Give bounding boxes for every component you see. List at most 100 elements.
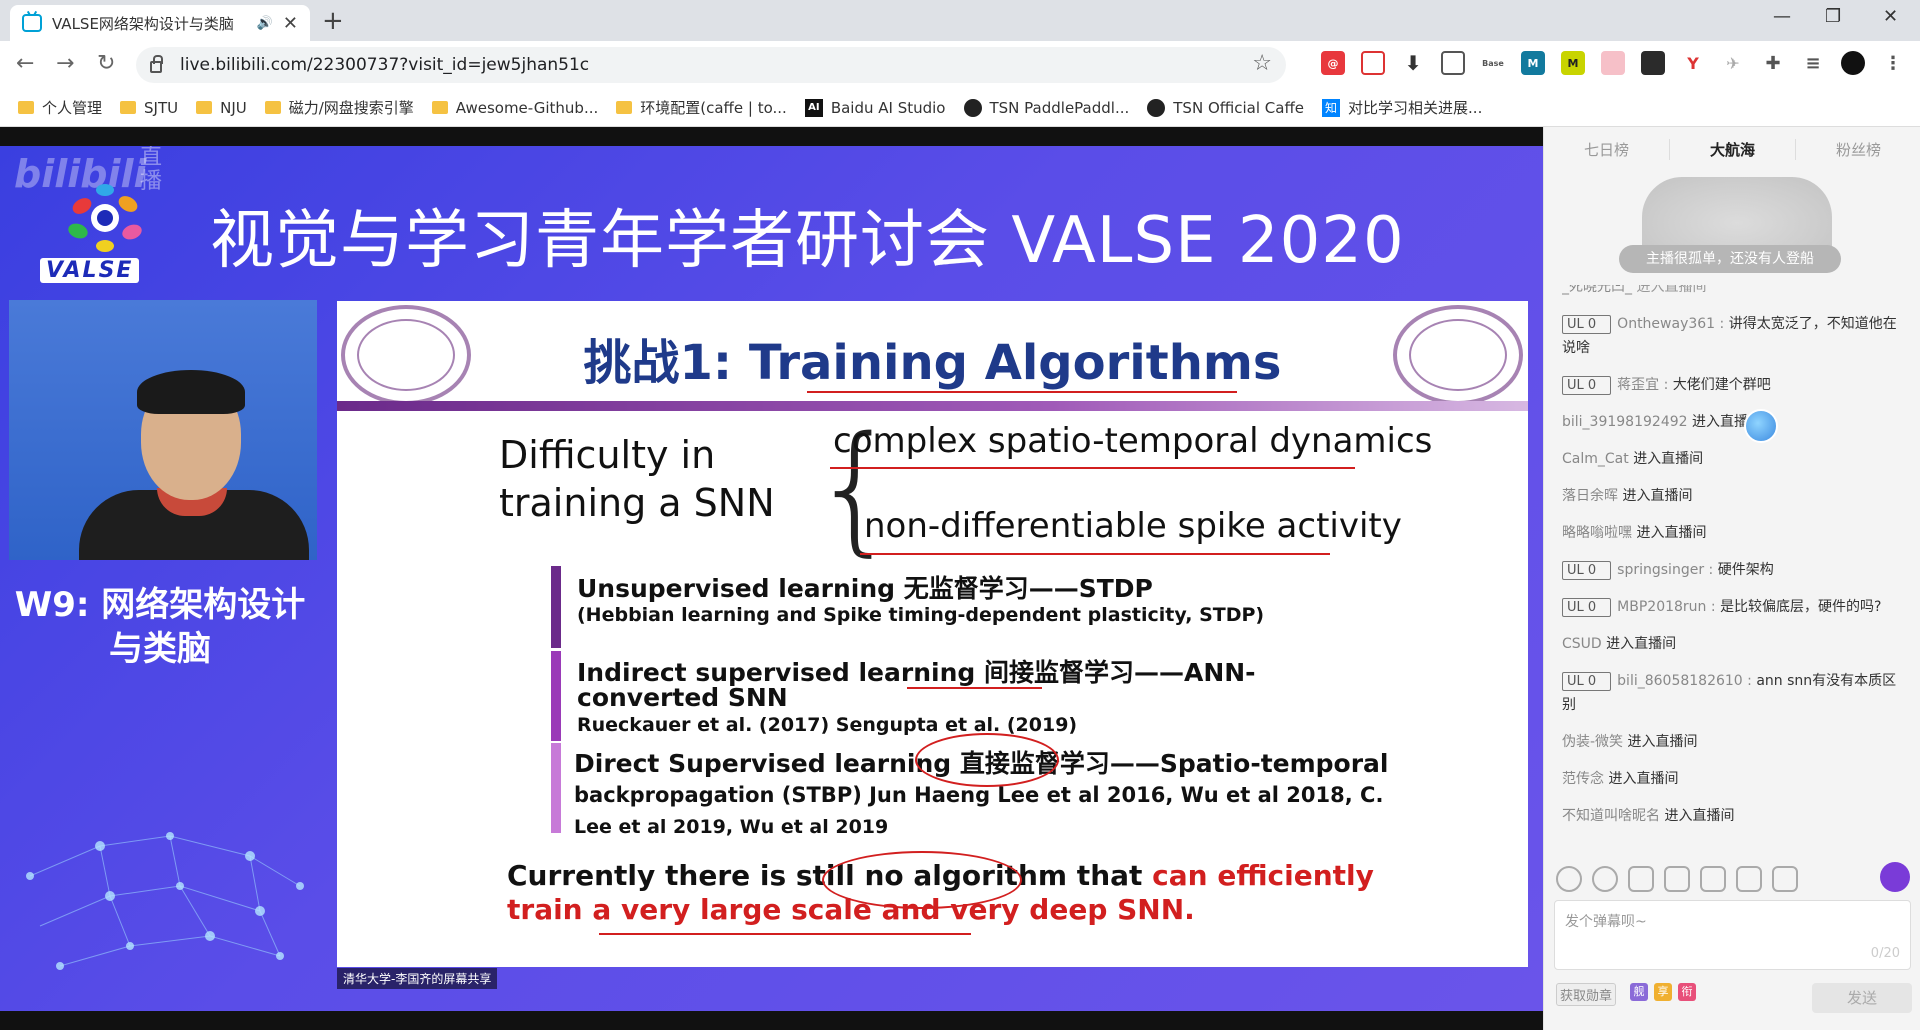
chat-user[interactable]: 不知道叫啥昵名 [1562, 808, 1660, 824]
chat-user[interactable]: _死晓光凹_ [1562, 285, 1632, 295]
live-watermark: 直播 [140, 146, 163, 194]
title-badge[interactable]: 衔 [1678, 983, 1696, 1001]
browser-tab[interactable]: VALSE网络架构设计与类脑 🔊 ✕ [10, 5, 310, 41]
slide-header-bar [337, 401, 1528, 411]
chat-content: 进入直播间 [1627, 734, 1698, 750]
screen-icon[interactable] [1664, 866, 1690, 892]
chat-content: 是比较偏底层，硬件的吗? [1720, 599, 1882, 615]
extension-adblock-icon[interactable] [1361, 51, 1385, 75]
chat-content: 进入直播间 [1608, 771, 1679, 787]
chat-content: 硬件架构 [1717, 562, 1774, 578]
chat-user[interactable]: 略略嗡啦嘿 [1562, 525, 1632, 541]
window-close-button[interactable]: ✕ [1883, 6, 1899, 27]
chat-user[interactable]: Calm_Cat [1562, 451, 1629, 467]
chat-user[interactable]: 落日余晖 [1562, 488, 1618, 504]
chat-message: 略略嗡啦嘿 进入直播间 [1562, 521, 1907, 545]
download-icon[interactable]: ⬇ [1401, 51, 1425, 75]
user-level-badge: UL 0 [1562, 376, 1612, 395]
difficulty-line2: training a SNN [499, 481, 775, 525]
captain-badge[interactable]: 舰 [1630, 983, 1648, 1001]
chat-user[interactable]: 范传念 [1562, 771, 1604, 787]
ai-studio-icon: AI [804, 98, 823, 117]
chat-toolbar [1556, 863, 1911, 895]
base64-icon[interactable]: Base [1481, 51, 1505, 75]
live-video-player[interactable]: bilibili 直播 VALSE 视觉与学习青年学者研讨会 VALSE 202… [0, 127, 1543, 1030]
danmaku-input[interactable]: 发个弹幕呗~ 0/20 [1554, 900, 1911, 970]
address-bar[interactable]: live.bilibili.com/22300737?visit_id=jew5… [136, 47, 1286, 83]
annotation-underline [830, 467, 1355, 469]
extension-bird-icon[interactable]: ✈ [1721, 51, 1745, 75]
branch-text-2: non-differentiable spike activity [864, 506, 1402, 546]
brace-glyph: { [811, 407, 901, 570]
chat-user[interactable]: Ontheway361 [1617, 316, 1716, 332]
speaker-icon[interactable]: 🔊 [256, 15, 273, 31]
extension-box-icon[interactable] [1441, 51, 1465, 75]
minimize-button[interactable]: — [1773, 6, 1791, 27]
palette-icon[interactable] [1592, 866, 1618, 892]
bookmarks-bar: 个人管理 SJTU NJU 磁力/网盘搜索引擎 Awesome-Github..… [0, 89, 1920, 127]
tab-bar: VALSE网络架构设计与类脑 🔊 ✕ + — ❐ ✕ [0, 0, 1920, 41]
chat-user[interactable]: CSUD [1562, 636, 1602, 652]
extension-dark-icon[interactable] [1641, 51, 1665, 75]
tab-fans-rank[interactable]: 粉丝榜 [1835, 140, 1881, 159]
extension-m-yellow-icon[interactable]: M [1561, 51, 1585, 75]
settings-screen-icon[interactable] [1772, 866, 1798, 892]
share-badge[interactable]: 享 [1654, 983, 1672, 1001]
extension-m-blue-icon[interactable]: M [1521, 51, 1545, 75]
chat-user[interactable]: MBP2018run [1617, 599, 1707, 615]
forward-button[interactable]: → [56, 51, 75, 76]
new-tab-button[interactable]: + [322, 6, 344, 36]
chat-user[interactable]: 蒋歪宜 [1617, 377, 1660, 393]
chat-content: 进入直播间 [1636, 285, 1707, 295]
send-button[interactable]: 发送 [1812, 983, 1912, 1013]
bookmark-star-icon[interactable]: ☆ [1252, 51, 1272, 76]
lock-icon[interactable] [150, 55, 163, 73]
danmaku-bubble-icon[interactable] [1880, 862, 1910, 892]
bookmark-label: 对比学习相关进展... [1348, 99, 1483, 117]
browser-toolbar: ← → ↻ live.bilibili.com/22300737?visit_i… [0, 41, 1920, 89]
sparkle-icon[interactable] [1628, 866, 1654, 892]
chat-message: 伪装-微笑 进入直播间 [1562, 730, 1907, 754]
back-button[interactable]: ← [16, 51, 35, 76]
bookmark-item[interactable]: Awesome-Github... [431, 99, 598, 117]
bookmark-item[interactable]: 环境配置(caffe | to... [616, 97, 787, 118]
emoji-icon[interactable] [1556, 866, 1582, 892]
bookmark-item[interactable]: 磁力/网盘搜索引擎 [264, 97, 414, 118]
item-bar [551, 743, 561, 833]
menu-kebab-icon[interactable]: ⋮ [1881, 51, 1905, 75]
branch-text-1: complex spatio-temporal dynamics [833, 421, 1433, 461]
slide-heading: 挑战1: Training Algorithms [337, 323, 1528, 393]
session-title-line2: 与类脑 [109, 629, 211, 669]
user-level-badge: UL 0 [1562, 561, 1612, 580]
reload-button[interactable]: ↻ [97, 51, 116, 76]
chat-user[interactable]: bili_86058182610 [1617, 673, 1743, 689]
extension-y-icon[interactable]: Y [1681, 51, 1705, 75]
video-frame: bilibili 直播 VALSE 视觉与学习青年学者研讨会 VALSE 202… [0, 146, 1543, 1011]
bookmark-item[interactable]: AI Baidu AI Studio [804, 98, 946, 117]
tab-guard-rank[interactable]: 大航海 [1670, 138, 1796, 160]
chat-content: ann snn有没有本质区别 [1562, 673, 1897, 713]
maximize-button[interactable]: ❐ [1825, 6, 1842, 27]
get-medal-button[interactable]: 获取勋章 [1556, 983, 1617, 1006]
extensions-puzzle-icon[interactable]: ✚ [1761, 51, 1785, 75]
bookmark-item[interactable]: SJTU [120, 99, 178, 117]
bookmark-item[interactable]: TSN PaddlePaddl... [963, 98, 1129, 117]
screen-share-icon[interactable] [1700, 866, 1726, 892]
extension-red-icon[interactable]: @ [1321, 51, 1345, 75]
edit-screen-icon[interactable] [1736, 866, 1762, 892]
bookmark-item[interactable]: NJU [196, 99, 247, 117]
tab-close-button[interactable]: ✕ [282, 12, 298, 34]
chat-user[interactable]: springsinger [1617, 562, 1705, 578]
chat-user[interactable]: bili_39198192492 [1562, 414, 1688, 430]
chat-list: _死晓光凹_ 进入直播间 UL 0 Ontheway361 : 讲得太宽泛了，不知… [1562, 285, 1907, 845]
bookmark-item[interactable]: TSN Official Caffe [1147, 98, 1304, 117]
extension-pink-icon[interactable] [1601, 51, 1625, 75]
media-control-icon[interactable]: ≡ [1801, 51, 1825, 75]
folder-icon [18, 101, 34, 114]
chat-user[interactable]: 伪装-微笑 [1562, 734, 1624, 750]
bookmark-item[interactable]: 知对比学习相关进展... [1322, 97, 1482, 118]
chat-message: 落日余晖 进入直播间 [1562, 484, 1907, 508]
tab-seven-day-rank[interactable]: 七日榜 [1544, 138, 1670, 160]
profile-avatar[interactable] [1841, 51, 1865, 75]
bookmark-item[interactable]: 个人管理 [18, 97, 102, 118]
